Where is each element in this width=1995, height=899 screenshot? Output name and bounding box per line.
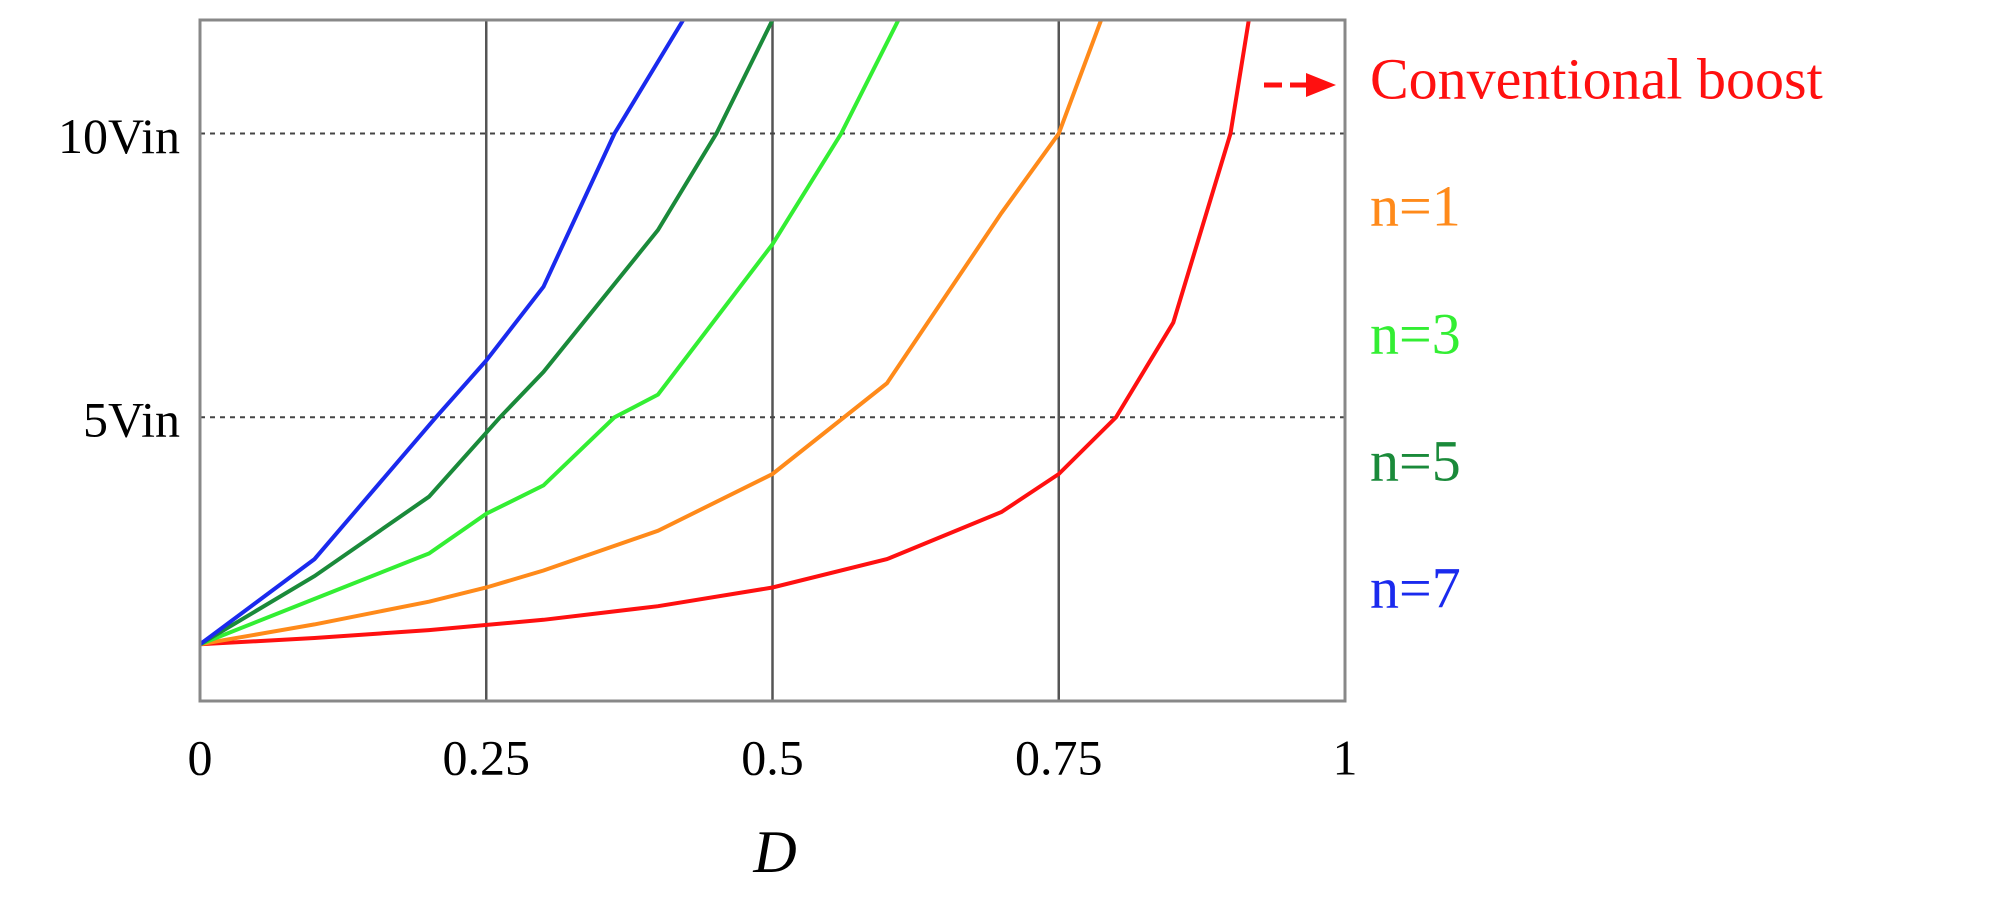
series-line <box>200 20 1103 647</box>
x-tick-label: 0.25 <box>443 729 531 785</box>
series-line <box>200 20 685 646</box>
series-line <box>200 20 901 647</box>
legend-label: n=3 <box>1370 301 1461 366</box>
arrow-head <box>1306 73 1336 97</box>
series-line <box>200 20 1251 647</box>
legend-label: Conventional boost <box>1370 46 1823 111</box>
x-tick-label: 0.5 <box>741 729 804 785</box>
legend-label: n=7 <box>1370 555 1461 620</box>
legend-label: n=1 <box>1370 173 1461 238</box>
x-axis-label: D <box>752 819 796 885</box>
plot-frame <box>198 18 1347 703</box>
x-tick-label: 0 <box>188 729 213 785</box>
grid <box>198 20 1347 701</box>
series-line <box>200 20 775 647</box>
x-tick-label: 0.75 <box>1015 729 1103 785</box>
y-tick-label: 5Vin <box>83 392 180 448</box>
x-tick-label: 1 <box>1333 729 1358 785</box>
lines <box>200 20 1251 647</box>
legend-arrow <box>1264 73 1336 97</box>
labels: 0 0.25 0.5 0.75 1 5Vin 10Vin Conventional boost… <box>58 46 1823 785</box>
legend-label: n=5 <box>1370 428 1461 493</box>
y-tick-label: 10Vin <box>58 108 180 164</box>
